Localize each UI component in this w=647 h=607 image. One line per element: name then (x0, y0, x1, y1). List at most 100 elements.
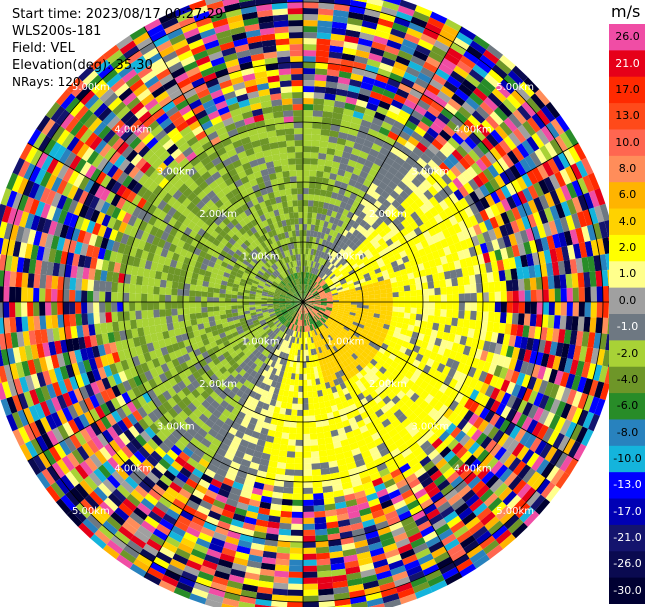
velocity-gate (237, 305, 244, 309)
velocity-gate (344, 304, 351, 308)
velocity-gate (413, 368, 423, 378)
velocity-gate (256, 387, 264, 396)
velocity-gate (323, 287, 330, 292)
velocity-gate (228, 426, 238, 436)
velocity-gate (299, 307, 302, 314)
velocity-gate (332, 15, 349, 24)
velocity-gate (564, 165, 578, 183)
velocity-gate (326, 521, 339, 529)
velocity-gate (303, 134, 312, 141)
velocity-gate (315, 347, 320, 355)
velocity-gate (149, 367, 159, 379)
velocity-gate (332, 391, 340, 400)
velocity-gate (400, 328, 408, 336)
velocity-gate (162, 380, 173, 391)
velocity-gate (15, 316, 23, 333)
velocity-gate (281, 432, 290, 440)
velocity-gate (560, 387, 572, 404)
velocity-gate (193, 432, 205, 443)
velocity-gate (332, 359, 339, 367)
velocity-gate (315, 314, 321, 319)
velocity-gate (0, 254, 1, 260)
velocity-gate (325, 328, 332, 335)
velocity-gate (313, 498, 325, 506)
velocity-gate (531, 474, 546, 491)
velocity-gate (404, 398, 415, 409)
velocity-gate (148, 325, 157, 335)
velocity-gate (330, 429, 339, 437)
velocity-gate (303, 254, 306, 261)
velocity-gate (250, 314, 258, 319)
velocity-gate (399, 593, 417, 605)
velocity-gate (352, 343, 359, 351)
velocity-gate (375, 245, 384, 253)
velocity-gate (428, 377, 439, 387)
velocity-gate (353, 266, 361, 272)
velocity-gate (261, 489, 273, 498)
velocity-gate (566, 405, 578, 422)
velocity-gate (258, 346, 266, 354)
velocity-gate (224, 417, 234, 427)
velocity-gate (166, 344, 175, 354)
velocity-gate (452, 370, 462, 381)
velocity-gate (89, 422, 102, 436)
velocity-gate (423, 110, 438, 123)
velocity-gate (510, 89, 526, 106)
velocity-gate (352, 236, 360, 245)
velocity-gate (275, 400, 282, 408)
velocity-gate (225, 498, 239, 508)
velocity-gate (409, 284, 417, 291)
velocity-gate (51, 275, 59, 290)
velocity-gate (401, 489, 414, 500)
velocity-gate (338, 241, 346, 249)
velocity-gate (337, 219, 344, 228)
velocity-gate (508, 132, 522, 147)
velocity-gate (516, 267, 524, 280)
velocity-gate (360, 81, 374, 91)
velocity-gate (137, 327, 145, 337)
velocity-gate (583, 394, 595, 412)
velocity-gate (379, 447, 390, 458)
velocity-gate (365, 394, 374, 403)
velocity-gate (458, 406, 470, 419)
velocity-gate (276, 337, 282, 344)
velocity-gate (378, 318, 386, 324)
velocity-gate (0, 398, 12, 416)
velocity-gate (422, 61, 438, 74)
velocity-gate (131, 265, 139, 276)
velocity-gate (409, 337, 418, 346)
velocity-gate (248, 554, 263, 563)
velocity-gate (339, 470, 350, 479)
velocity-gate (63, 437, 77, 453)
velocity-gate (489, 375, 500, 388)
velocity-gate (332, 580, 349, 589)
velocity-gate (458, 197, 470, 209)
velocity-gate (318, 401, 326, 409)
velocity-gate (364, 159, 374, 169)
velocity-gate (387, 382, 397, 392)
velocity-gate (85, 346, 95, 360)
velocity-gate (324, 503, 336, 511)
velocity-gate (446, 471, 460, 484)
velocity-gate (58, 440, 72, 456)
velocity-gate (454, 88, 470, 102)
velocity-gate (335, 271, 342, 278)
velocity-gate (488, 302, 495, 313)
velocity-gate (326, 362, 333, 370)
velocity-gate (303, 104, 314, 111)
velocity-gate (483, 96, 499, 112)
velocity-gate (0, 375, 2, 384)
velocity-gate (83, 410, 96, 425)
velocity-gate (257, 586, 273, 595)
velocity-gate (414, 104, 428, 116)
velocity-gate (388, 559, 405, 571)
velocity-gate (327, 393, 335, 401)
velocity-gate (405, 215, 415, 225)
velocity-gate (303, 290, 306, 297)
velocity-gate (194, 417, 205, 428)
velocity-gate (134, 484, 149, 498)
velocity-gate (327, 255, 333, 262)
velocity-gate (445, 253, 454, 264)
velocity-gate (352, 428, 362, 437)
velocity-gate (285, 359, 291, 367)
